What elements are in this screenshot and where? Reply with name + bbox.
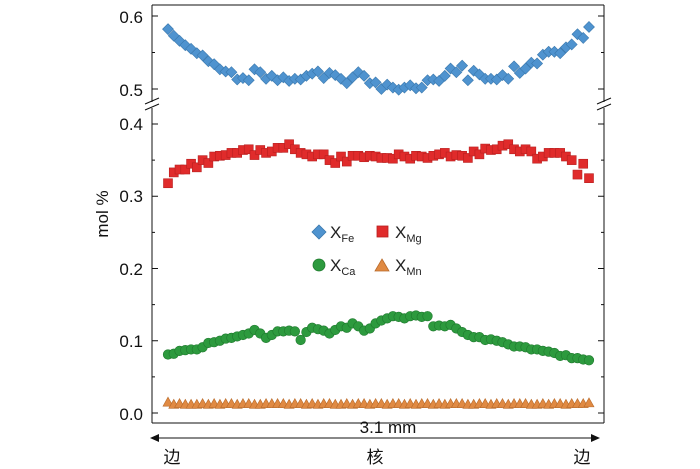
point-fe-14 [242,74,255,87]
point-mg-5 [192,162,202,173]
point-fe-11 [225,66,238,79]
point-fe-64 [531,57,544,70]
ytick-label-0.5: 0.5 [119,81,143,100]
point-fe-7 [202,55,215,68]
ytick-label-0.6: 0.6 [119,8,143,27]
x-label-left-rim: 边 [164,448,181,468]
distance-arrow: 3.1 mm [150,418,600,442]
point-mg-0 [163,178,173,189]
point-mg-63 [526,146,537,157]
point-mg-52 [463,153,473,163]
svg-text:XMg: XMg [395,223,422,245]
point-mg-31 [341,156,352,167]
legend-label-mn: X [395,256,406,275]
point-mg-71 [572,169,583,180]
point-fe-52 [461,74,474,87]
point-mg-72 [578,158,589,169]
svg-text:XMn: XMn [395,256,422,278]
legend-entry-mn: XMn [374,256,422,278]
x-label-right-rim: 边 [574,448,591,468]
data-points [162,21,595,409]
point-ca-23 [295,334,306,346]
point-mn-73 [583,397,595,408]
tick-labels: 0.6 0.5 0.4 0.3 0.2 0.1 0.0 [119,8,143,424]
ytick-label-0.3: 0.3 [119,187,143,206]
legend-marker-ca [312,258,326,272]
point-fe-68 [554,47,567,60]
point-mg-27 [318,149,329,160]
axis-ticks [152,15,604,414]
legend-entry-fe: XFe [311,223,354,245]
point-fe-31 [340,77,353,90]
distance-arrow-left-head [150,434,159,442]
point-fe-6 [196,49,209,62]
point-fe-0 [162,23,174,36]
y-axis-label: mol % [93,190,112,237]
point-mg-21 [284,139,294,150]
legend-label-fe: X [330,223,341,242]
point-mg-59 [503,139,514,150]
legend-entry-mg: XMg [376,223,422,245]
point-mn-0 [162,396,174,407]
legend-marker-fe [311,224,327,240]
point-mg-3 [180,164,191,175]
legend-marker-mg [376,225,389,238]
point-fe-50 [450,66,463,79]
axis-break-left-a [144,97,160,105]
point-fe-16 [254,66,267,79]
point-fe-51 [456,59,469,72]
point-ca-22 [289,326,300,337]
point-mg-73 [584,173,594,183]
point-fe-36 [369,76,382,89]
point-fe-59 [502,72,515,85]
point-fe-62 [519,62,532,75]
x-label-core: 核 [367,448,384,468]
point-mg-14 [243,144,254,155]
ytick-label-0.4: 0.4 [119,115,143,134]
point-mg-70 [566,155,577,165]
svg-text:XCa: XCa [330,256,356,278]
ytick-label-0.2: 0.2 [119,260,143,279]
distance-label: 3.1 mm [360,418,417,437]
point-fe-26 [312,65,324,78]
point-ca-45 [422,311,433,322]
point-fe-60 [508,60,520,73]
point-fe-44 [415,81,428,94]
point-fe-72 [577,31,590,44]
point-fe-70 [565,38,578,51]
point-fe-48 [438,69,451,82]
axis-break-right-b [596,103,612,111]
point-mg-29 [330,158,341,168]
legend-sub-fe: Fe [341,233,354,245]
legend-sub-mn: Mn [406,266,421,278]
legend-marker-mn [374,258,390,272]
svg-text:XFe: XFe [330,223,354,245]
legend-entry-ca: XCa [312,256,356,278]
ytick-label-0.1: 0.1 [119,332,143,351]
ytick-label-0.0: 0.0 [119,405,143,424]
point-ca-73 [583,355,595,366]
legend-sub-ca: Ca [341,266,356,278]
point-fe-34 [358,69,371,82]
distance-arrow-right-head [591,434,600,442]
point-mg-30 [336,151,346,162]
legend-sub-mg: Mg [406,233,421,245]
axis-break-left-b [144,103,160,111]
legend-label-mg: X [395,223,406,242]
point-mg-7 [203,158,214,168]
point-fe-73 [583,21,595,33]
legend-label-ca: X [330,256,341,275]
axis-break-right-a [596,97,612,105]
point-mg-54 [474,149,485,160]
point-mg-15 [249,150,260,160]
legend: XFe XMg XCa XMn [311,223,422,278]
